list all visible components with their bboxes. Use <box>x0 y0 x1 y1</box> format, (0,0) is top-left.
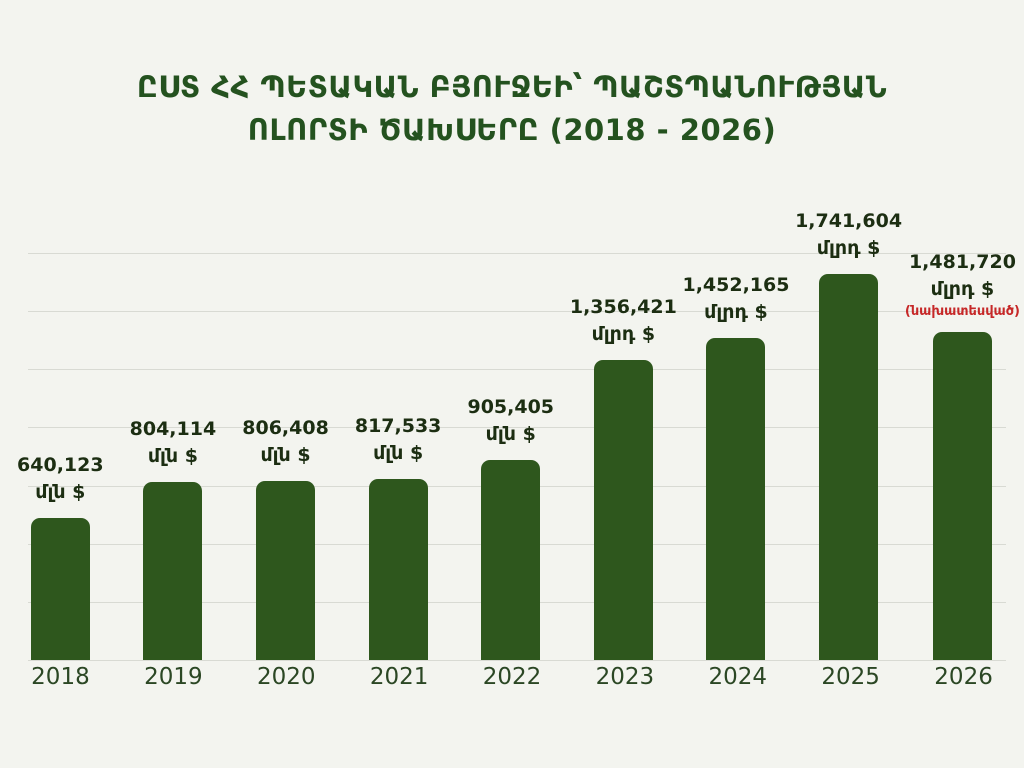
bar-value-label: 1,356,421 մլրդ $ <box>570 294 677 348</box>
chart-title-line1: ԸՍՏ ՀՀ ՊԵՏԱԿԱՆ ԲՅՈՒՋԵԻ՝ ՊԱՇՏՊԱՆՈՒԹՅԱՆ <box>136 70 888 104</box>
bar <box>481 460 541 660</box>
bar-column: 1,481,720 մլրդ $ (նախատեսված) <box>905 249 1020 660</box>
bar-value-unit: մլն $ <box>260 444 311 466</box>
gridline <box>28 253 1006 254</box>
bar-value-unit: մլն $ <box>373 442 424 464</box>
bar <box>819 274 879 660</box>
bar <box>932 332 992 660</box>
bar <box>143 482 203 660</box>
bar-value-number: 804,114 <box>129 418 217 440</box>
bar-column: 817,533 մլն $ <box>342 413 455 660</box>
bar-chart: 640,123 մլն $804,114 մլն $806,408 մլն $817,… <box>4 208 1020 660</box>
bar-value-label: 1,452,165 մլրդ $ <box>682 272 789 326</box>
bar-column: 1,741,604 մլրդ $ <box>792 208 905 660</box>
x-axis-label: 2025 <box>821 664 880 690</box>
x-axis-label: 2022 <box>482 664 542 690</box>
chart-title: ԸՍՏ ՀՀ ՊԵՏԱԿԱՆ ԲՅՈՒՋԵԻ՝ ՊԱՇՏՊԱՆՈՒԹՅԱՆ ՈԼ… <box>0 66 1024 152</box>
bar-value-unit: մլրդ $ <box>930 278 995 300</box>
bar-value-label: 804,114 մլն $ <box>130 416 217 470</box>
x-axis-label: 2026 <box>934 664 993 690</box>
bar-column: 806,408 մլն $ <box>229 415 342 660</box>
bar-value-label: 905,405 մլն $ <box>467 394 554 448</box>
bar <box>256 481 316 660</box>
x-axis-label: 2018 <box>31 664 90 690</box>
bar-column: 1,356,421 մլրդ $ <box>567 294 680 660</box>
x-axis: 2018 2019 2020 2021 2022 2023 2024 2025 2026 <box>4 664 1020 690</box>
bar-value-number: 1,452,165 <box>682 274 790 296</box>
bar-column: 640,123 մլն $ <box>4 452 117 660</box>
bar-column: 905,405 մլն $ <box>454 394 567 660</box>
bar-value-number: 905,405 <box>467 396 555 418</box>
x-axis-label: 2019 <box>144 664 203 690</box>
chart-title-line2: ՈԼՈՐՏԻ ԾԱԽՍԵՐԸ (2018 - 2026) <box>247 113 777 147</box>
bar-value-number: 806,408 <box>242 417 329 439</box>
gridline <box>28 311 1006 313</box>
x-axis-label: 2020 <box>256 664 316 690</box>
bar-note-planned: (նախատեսված) <box>904 304 1020 319</box>
bar <box>706 338 766 660</box>
bar-value-label: 817,533 մլն $ <box>355 413 442 467</box>
bar-value-number: 817,533 <box>354 415 442 437</box>
bar-value-unit: մլրդ $ <box>816 237 881 259</box>
x-axis-label: 2023 <box>595 664 655 690</box>
x-axis-label: 2021 <box>369 664 429 690</box>
bar-value-label: 806,408 մլն $ <box>242 415 329 469</box>
bar <box>593 360 653 660</box>
gridline <box>28 427 1006 429</box>
bar-value-label: 1,481,720 մլրդ $ (նախատեսված) <box>905 249 1020 320</box>
bar-value-label: 1,741,604 մլրդ $ <box>795 208 902 262</box>
bar-value-number: 1,356,421 <box>569 296 677 318</box>
bar-value-unit: մլրդ $ <box>704 301 768 323</box>
bar-value-label: 640,123 մլն $ <box>17 452 104 506</box>
gridline <box>28 660 1006 661</box>
x-axis-label: 2024 <box>708 664 768 690</box>
bar-value-number: 1,481,720 <box>908 251 1016 273</box>
bar-column: 1,452,165 մլրդ $ <box>680 272 793 660</box>
bar-value-unit: մլն $ <box>147 445 198 467</box>
gridline <box>28 369 1006 371</box>
bar-value-unit: մլրդ $ <box>591 323 656 345</box>
bar <box>30 518 90 660</box>
bar-column: 804,114 մլն $ <box>117 416 230 660</box>
bar-value-unit: մլն $ <box>35 481 86 503</box>
bar-value-number: 640,123 <box>17 454 104 476</box>
bar <box>368 479 428 660</box>
bar-value-unit: մլն $ <box>485 423 536 445</box>
bar-value-number: 1,741,604 <box>795 210 903 232</box>
